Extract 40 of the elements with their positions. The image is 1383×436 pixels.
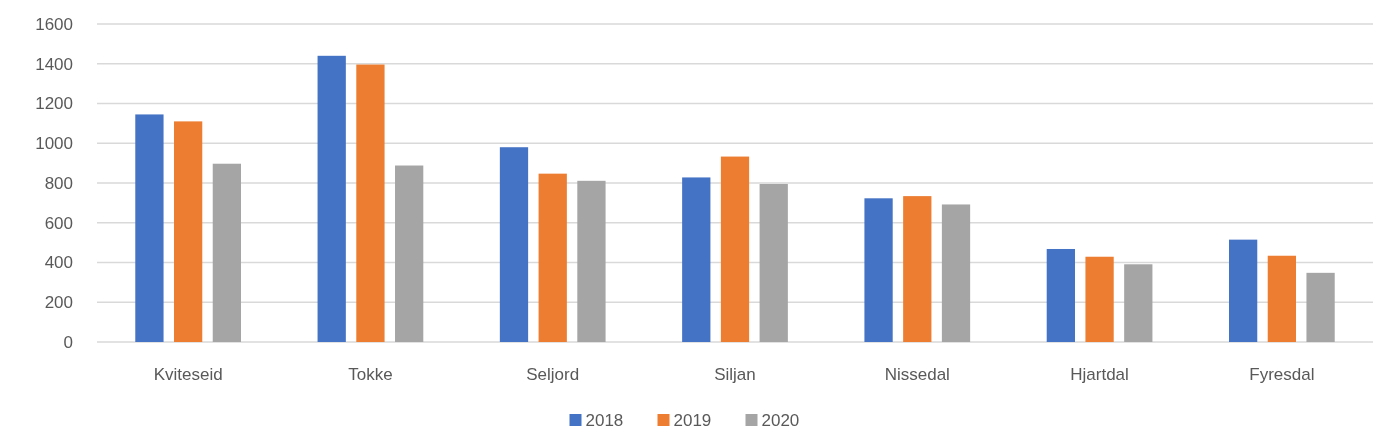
bar [395,165,424,342]
x-tick-label: Seljord [526,365,580,384]
bar [1306,272,1335,342]
legend-label: 2019 [673,411,712,430]
x-tick-label: Kviteseid [153,365,223,384]
x-tick-label: Siljan [714,365,756,384]
y-tick-label: 1400 [35,54,73,74]
x-tick-label: Hjartdal [1070,365,1129,384]
y-tick-label: 800 [44,173,73,193]
bar [682,177,711,342]
bar [174,121,203,342]
bar [941,204,971,342]
legend-label: 2018 [585,411,624,430]
bar [135,114,164,342]
x-tick-label: Nissedal [884,365,950,384]
bar [864,198,893,342]
y-tick-label: 1000 [35,134,73,154]
bar [356,64,385,342]
y-tick-label: 1600 [35,14,73,34]
x-tick-label: Tokke [348,365,393,384]
legend-label: 2020 [761,411,800,430]
bar [1228,239,1258,342]
bar [577,180,606,342]
y-tick-label: 200 [44,293,73,313]
bar [317,55,346,342]
bar [1085,256,1114,342]
bar [538,173,567,342]
bar [720,156,750,342]
bar [1124,264,1153,342]
bar [212,163,242,342]
y-tick-label: 600 [44,213,73,233]
bar [1267,255,1296,342]
y-tick-label: 1200 [35,94,73,114]
x-tick-label: Fyresdal [1249,365,1315,384]
bar [759,183,788,342]
bar [499,147,529,342]
bar [903,196,932,342]
y-tick-label: 400 [44,253,73,273]
bar [1046,248,1075,342]
y-tick-label: 0 [63,332,73,352]
